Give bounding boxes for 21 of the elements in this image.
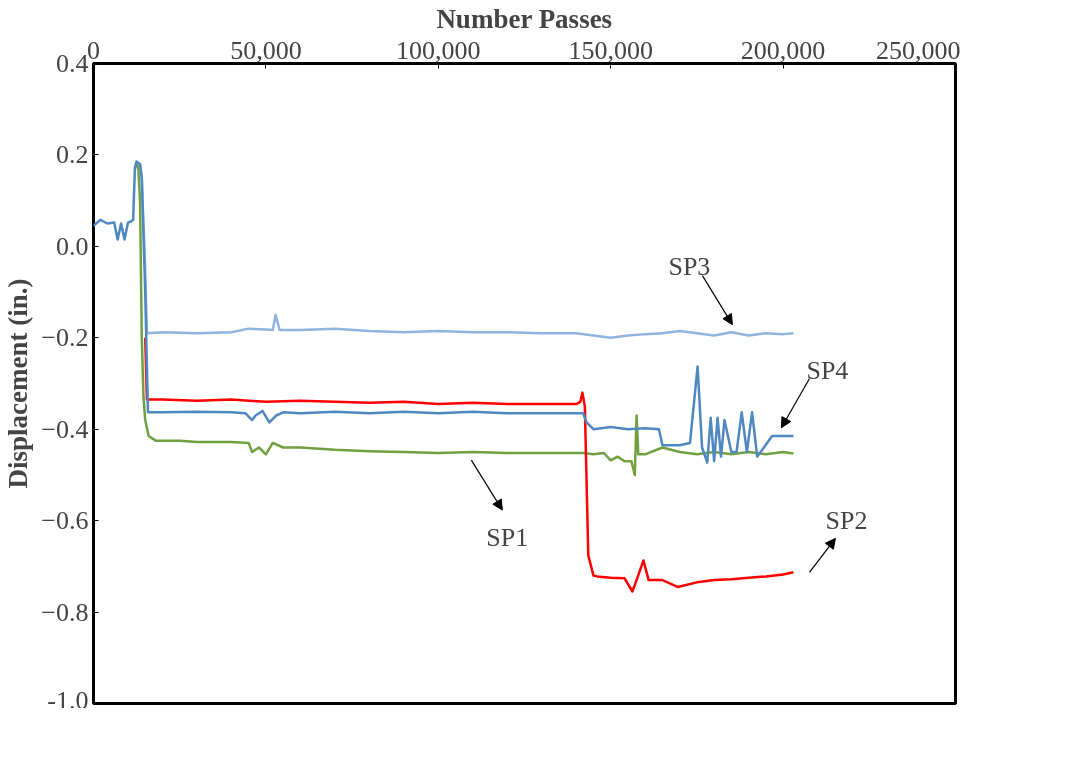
x-tick-label: 0 xyxy=(87,35,100,65)
y-tick-label: −0.4 xyxy=(41,414,89,444)
line-series xyxy=(143,336,795,593)
y-tick-label: −0.6 xyxy=(41,506,89,536)
annotation: SP3 xyxy=(668,252,711,282)
x-tick-label: 200,000 xyxy=(740,35,826,65)
y-tick-label: -1.0 xyxy=(47,685,89,715)
x-tick-label: 50,000 xyxy=(230,35,302,65)
x-tick-label: 100,000 xyxy=(396,35,481,65)
annotation: SP2 xyxy=(825,505,868,535)
x-tick-label: 150,000 xyxy=(568,35,653,65)
y-axis-title: Displacement (in.) xyxy=(3,278,34,489)
annotation: SP1 xyxy=(486,522,529,552)
annotation: SP4 xyxy=(806,356,849,386)
y-tick-label: 0.0 xyxy=(56,231,89,261)
y-tick-label: 0.2 xyxy=(56,140,89,170)
x-tick-label: 250,000 xyxy=(876,35,961,65)
y-tick-label: −0.2 xyxy=(41,323,89,353)
y-tick-label: 0.4 xyxy=(56,49,89,78)
x-axis-title: Number Passes xyxy=(436,3,613,34)
y-tick-label: −0.8 xyxy=(41,597,89,627)
